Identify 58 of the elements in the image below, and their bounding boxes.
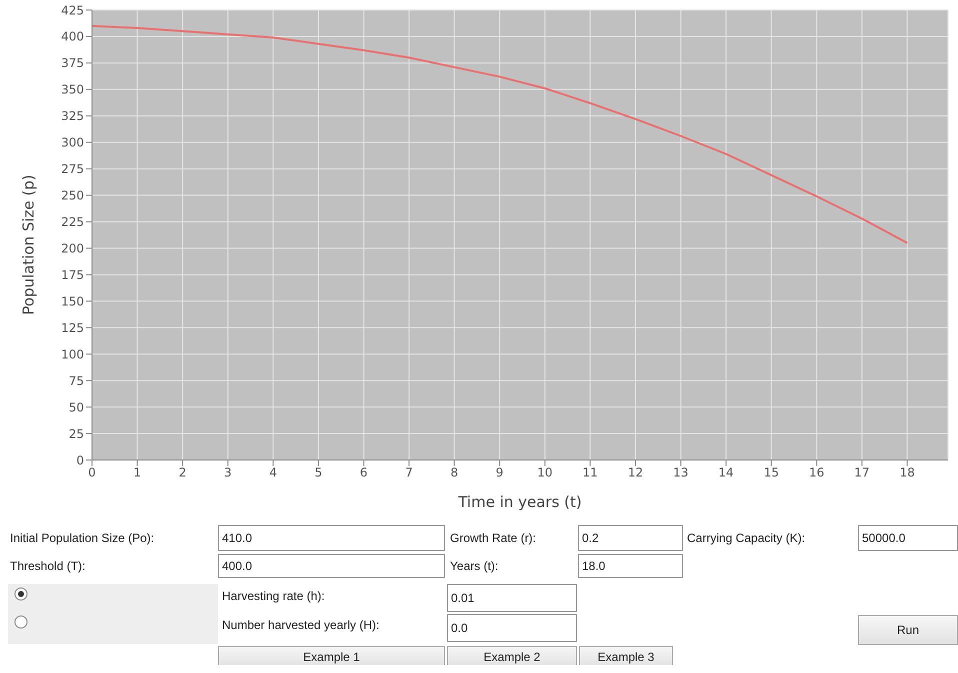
y-tick-label: 175 [61,268,84,282]
text: Carrying Capacity (K): [687,530,806,547]
x-tick-label: 7 [405,466,413,480]
x-tick-label: 11 [582,466,598,480]
y-tick-label: 50 [68,400,84,414]
x-tick-label: 2 [178,466,186,480]
text: 410.0 [218,525,445,551]
x-tick-label: 9 [496,466,504,480]
text: Example 1 [218,646,445,668]
y-tick-label: 325 [61,109,84,124]
y-tick-label: 275 [61,162,84,176]
y-tick-label: 425 [61,3,84,18]
y-tick-label: 250 [61,188,84,203]
text: 400.0 [218,554,445,578]
x-axis-title: Time in years (t) [457,493,582,511]
y-tick-label: 200 [61,241,84,256]
y-tick-label: 0 [76,453,84,468]
y-tick-label: 375 [61,56,84,70]
x-tick-label: 17 [854,466,870,480]
text: 50000.0 [858,525,958,551]
y-tick-label: 350 [61,82,84,97]
x-tick-label: 13 [673,466,688,480]
text: Initial Population Size (Po): [10,530,156,547]
text: Harvesting rate (h): [222,588,326,605]
text: Run [858,615,958,645]
text: Example 2 [447,646,577,668]
text: 0.0 [447,614,577,642]
text: Number harvested yearly (H): [222,617,380,634]
y-tick-label: 100 [61,347,84,362]
y-tick-label: 75 [68,374,84,388]
y-tick-label: 225 [61,215,84,230]
line-series [92,24,908,244]
x-tick-label: 6 [360,466,368,480]
y-tick-label: 400 [61,30,84,44]
x-tick-label: 10 [537,466,553,480]
y-tick-label: 300 [61,136,84,150]
text: Growth Rate (r): [450,530,538,547]
text: Example 3 [579,646,673,668]
text: 0.01 [447,584,577,612]
x-tick-label: 16 [809,466,824,480]
x-tick-label: 12 [628,466,644,480]
x-tick-label: 8 [450,466,458,480]
x-tick-label: 15 [764,466,780,480]
x-tick-label: 5 [314,466,322,480]
y-tick-label: 125 [61,320,84,335]
y-axis-title: Population Size (p) [19,174,38,315]
text: 0.2 [578,525,683,551]
x-tick-label: 18 [900,466,915,480]
y-tick-label: 150 [61,294,84,308]
x-tick-label: 14 [718,466,734,480]
x-tick-label: 0 [88,466,96,480]
x-tick-label: 1 [133,466,142,480]
x-tick-label: 4 [269,466,277,480]
text: Threshold (T): [10,558,86,575]
x-tick-label: 3 [224,466,232,480]
text: Years (t): [450,558,500,575]
y-tick-label: 25 [68,426,84,441]
text: 18.0 [578,554,683,578]
